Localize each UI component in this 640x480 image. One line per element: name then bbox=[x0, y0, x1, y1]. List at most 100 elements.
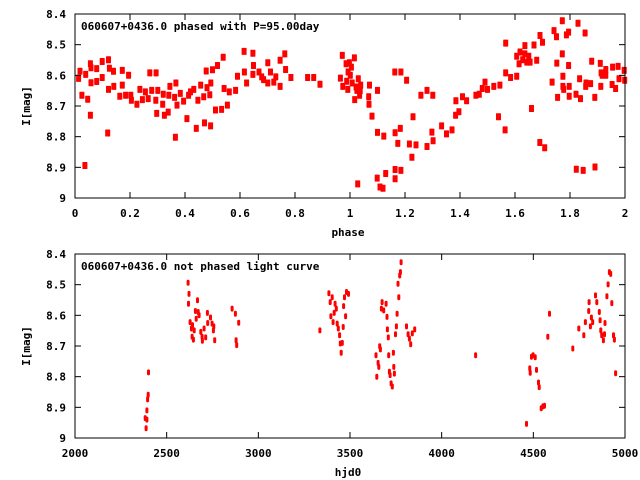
data-point bbox=[615, 62, 621, 70]
data-point bbox=[329, 313, 333, 320]
data-point bbox=[197, 312, 201, 319]
data-point bbox=[517, 48, 523, 56]
data-point bbox=[333, 300, 337, 307]
data-point bbox=[139, 96, 145, 104]
x-tick-label: 1.6 bbox=[505, 207, 525, 220]
data-point bbox=[543, 402, 546, 409]
data-point bbox=[206, 320, 210, 326]
data-point bbox=[265, 79, 271, 87]
y-axis-label: I[mag] bbox=[20, 86, 33, 126]
data-point bbox=[145, 95, 151, 103]
data-point bbox=[375, 373, 379, 380]
data-point bbox=[106, 56, 111, 64]
data-point bbox=[144, 425, 148, 432]
data-point bbox=[340, 339, 344, 346]
data-point bbox=[119, 66, 125, 74]
data-point bbox=[142, 88, 148, 96]
data-point bbox=[453, 97, 459, 105]
data-point bbox=[106, 85, 111, 93]
data-point bbox=[261, 76, 267, 84]
data-point bbox=[394, 331, 397, 338]
data-point bbox=[244, 79, 250, 87]
data-point bbox=[347, 71, 353, 79]
data-point bbox=[522, 50, 528, 58]
data-point bbox=[234, 337, 238, 344]
x-tick-label: 1.4 bbox=[450, 207, 470, 220]
x-tick-label: 5000 bbox=[612, 447, 639, 460]
data-point bbox=[613, 85, 619, 92]
data-point bbox=[520, 56, 526, 64]
data-point bbox=[525, 420, 528, 427]
data-point bbox=[88, 79, 94, 87]
data-point bbox=[191, 322, 194, 329]
data-point bbox=[339, 51, 345, 59]
data-point bbox=[603, 331, 606, 338]
data-point bbox=[601, 337, 605, 344]
data-point bbox=[554, 33, 559, 41]
y-tick-label: 8.6 bbox=[46, 69, 66, 82]
data-point bbox=[317, 80, 323, 88]
data-point bbox=[146, 391, 150, 398]
data-point bbox=[265, 59, 271, 67]
data-point bbox=[589, 57, 595, 65]
data-point bbox=[374, 174, 380, 182]
data-point bbox=[387, 352, 391, 359]
data-point bbox=[340, 82, 346, 90]
data-point bbox=[208, 122, 214, 130]
data-point bbox=[456, 108, 462, 116]
data-point bbox=[589, 314, 593, 321]
data-point bbox=[187, 300, 190, 307]
data-point bbox=[224, 101, 230, 109]
data-point bbox=[193, 308, 197, 314]
data-point bbox=[413, 141, 419, 149]
data-point bbox=[210, 66, 215, 74]
data-point bbox=[395, 139, 401, 147]
data-point bbox=[606, 281, 610, 288]
data-point bbox=[149, 86, 155, 94]
data-point bbox=[529, 105, 534, 112]
data-point bbox=[111, 67, 116, 75]
data-point bbox=[561, 85, 567, 93]
data-point bbox=[381, 132, 387, 140]
x-tick-label: 0.2 bbox=[120, 207, 140, 220]
data-point bbox=[160, 90, 166, 98]
phased-light-curve-panel: 060607+0436.0 phased with P=95.00day pha… bbox=[20, 8, 628, 239]
data-point bbox=[153, 69, 159, 77]
data-point bbox=[94, 78, 100, 85]
x-tick-label: 2000 bbox=[62, 447, 89, 460]
data-point bbox=[603, 66, 609, 73]
x-tick-label: 3000 bbox=[245, 447, 272, 460]
data-point bbox=[233, 86, 239, 94]
data-point bbox=[199, 328, 203, 335]
data-point bbox=[571, 345, 575, 352]
data-point bbox=[337, 74, 343, 82]
data-point bbox=[203, 67, 209, 75]
data-point bbox=[527, 58, 533, 66]
data-point bbox=[191, 85, 197, 93]
data-point bbox=[559, 50, 565, 58]
data-point bbox=[202, 119, 207, 127]
data-point bbox=[211, 327, 215, 334]
data-point bbox=[181, 97, 187, 105]
data-point bbox=[395, 310, 399, 317]
data-point bbox=[94, 65, 100, 73]
data-point bbox=[335, 320, 339, 327]
unphased-light-curve-panel: 060607+0436.0 not phased light curve hjd… bbox=[20, 248, 638, 479]
data-point bbox=[328, 299, 332, 306]
data-point bbox=[87, 111, 93, 119]
data-point bbox=[213, 106, 218, 114]
data-point bbox=[153, 96, 159, 104]
y-tick-label: 8.5 bbox=[46, 39, 66, 52]
y-tick-label: 9 bbox=[59, 192, 66, 205]
data-point bbox=[88, 64, 94, 72]
data-point bbox=[392, 166, 398, 173]
data-point bbox=[537, 379, 540, 386]
data-point bbox=[336, 325, 340, 332]
data-point bbox=[327, 290, 331, 297]
data-point bbox=[588, 80, 594, 88]
x-tick-label: 4500 bbox=[520, 447, 547, 460]
data-point bbox=[396, 280, 400, 287]
data-point bbox=[503, 69, 509, 77]
data-point bbox=[76, 74, 82, 82]
data-point bbox=[334, 305, 338, 312]
